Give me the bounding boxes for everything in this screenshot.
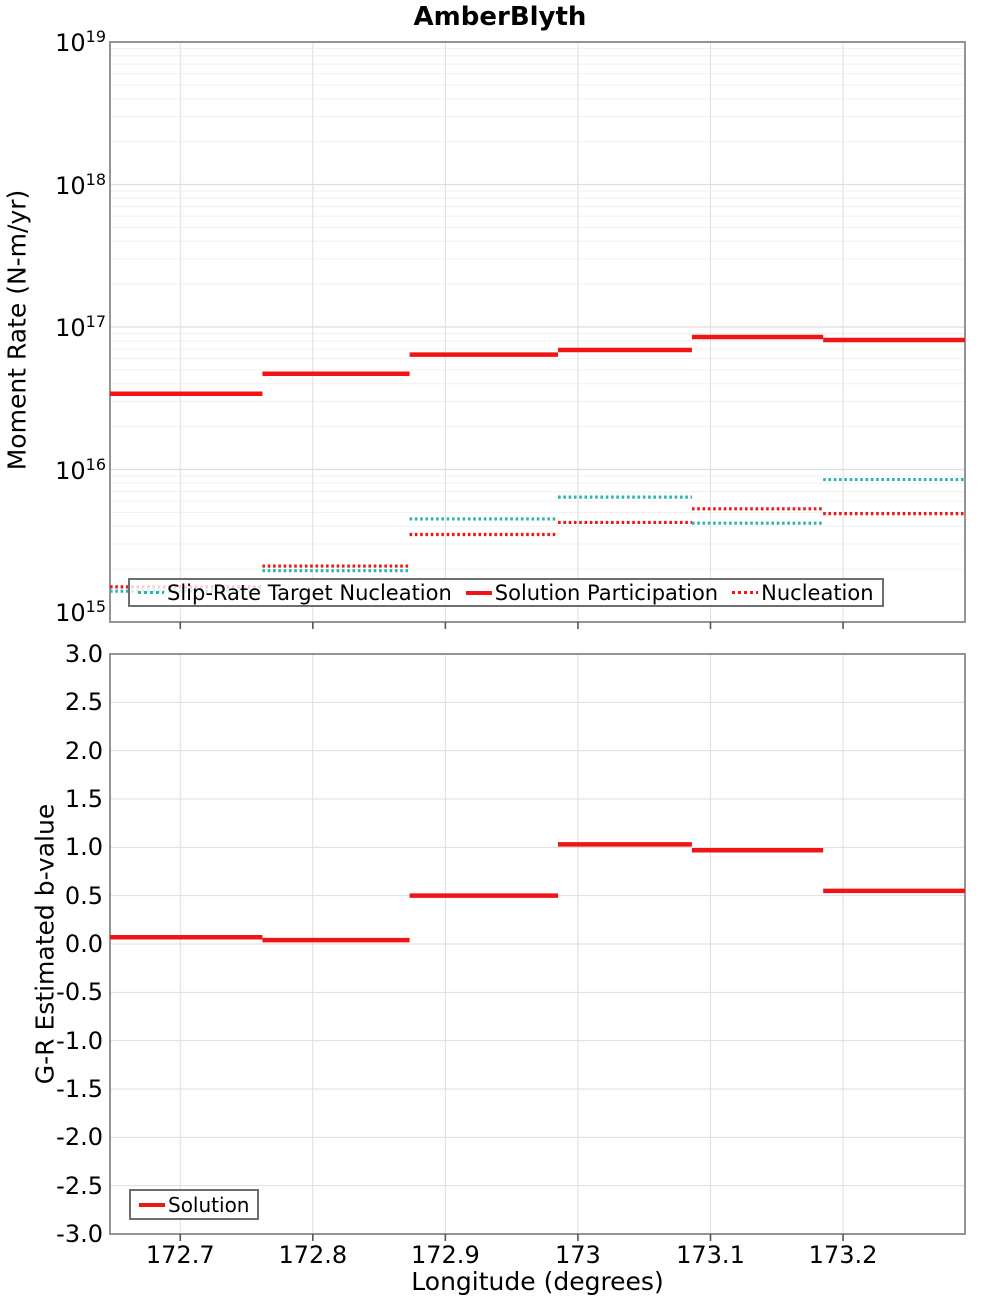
legend-moment-rate: Slip-Rate Target Nucleation Solution Par… [128, 578, 884, 607]
legend-item-solution: Solution [139, 1193, 249, 1217]
legend-item-solution-participation: Solution Participation [465, 580, 719, 605]
legend-label: Solution Participation [494, 580, 719, 605]
solution-participation-line-sample [465, 590, 492, 595]
vertical-gridlines [179, 42, 844, 1234]
axis-ticks [179, 622, 844, 1241]
legend-item-nucleation: Nucleation [732, 580, 874, 605]
series-solution-participation [110, 334, 965, 397]
plot-frames [109, 41, 966, 1235]
slip-rate-target-line-sample [138, 590, 164, 595]
legend-label: Nucleation [761, 580, 874, 605]
nucleation-line-sample [732, 590, 759, 595]
legend-label: Slip-Rate Target Nucleation [167, 580, 452, 605]
legend-item-slip-rate-target: Slip-Rate Target Nucleation [138, 581, 452, 605]
legend-b-value: Solution [129, 1189, 260, 1220]
series-solution-b-value [110, 842, 965, 943]
chart-title: AmberBlyth [413, 2, 587, 32]
moment-grid-minor [110, 48, 965, 570]
moment-grid-major [110, 183, 965, 471]
legend-label: Solution [168, 1192, 250, 1217]
solution-line-sample [139, 1202, 165, 1207]
b-value-gridlines [110, 653, 965, 1235]
